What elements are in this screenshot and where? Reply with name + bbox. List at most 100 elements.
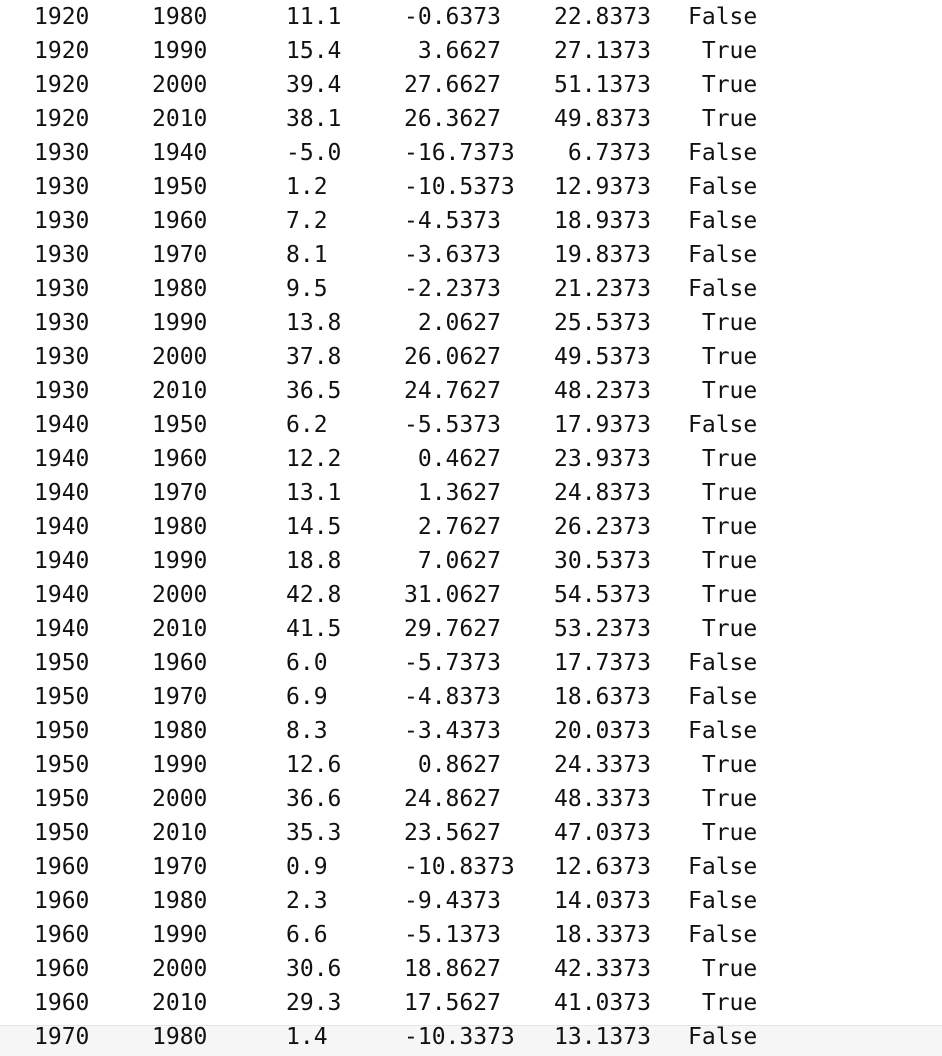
table-row: 1950 2010 35.3 23.5627 47.0373 True (0, 816, 942, 850)
table-cell: False (688, 4, 758, 30)
table-cell: False (688, 922, 758, 948)
table-cell: 25.5373 (554, 310, 651, 336)
table-cell: True (688, 616, 758, 642)
table-row: 1960 1970 0.9 -10.8373 12.6373 False (0, 850, 942, 884)
table-row: 1960 2000 30.6 18.8627 42.3373 True (0, 952, 942, 986)
table-cell: False (688, 684, 758, 710)
table-cell: 31.0627 (404, 582, 501, 608)
table-cell: -0.6373 (404, 4, 501, 30)
table-cell: True (688, 378, 758, 404)
table-cell: 1970 (152, 242, 208, 268)
table-cell: -5.1373 (404, 922, 501, 948)
table-cell: 1960 (34, 990, 90, 1016)
table-cell: 1940 (34, 616, 90, 642)
table-cell: 17.9373 (554, 412, 651, 438)
table-cell: 1980 (152, 514, 208, 540)
table-cell: 19.8373 (554, 242, 651, 268)
table-cell: 18.6373 (554, 684, 651, 710)
table-cell: 1990 (152, 922, 208, 948)
table-row: 1960 1990 6.6 -5.1373 18.3373 False (0, 918, 942, 952)
table-cell: 20.0373 (554, 718, 651, 744)
table-cell: -5.0 (286, 140, 342, 166)
table-cell: 2010 (152, 990, 208, 1016)
table-cell: 41.5 (286, 616, 342, 642)
table-cell: 2000 (152, 956, 208, 982)
table-cell: 1930 (34, 242, 90, 268)
table-cell: 12.9373 (554, 174, 651, 200)
table-cell: 1920 (34, 38, 90, 64)
table-cell: True (688, 446, 758, 472)
table-cell: 1960 (34, 888, 90, 914)
table-cell: 6.0 (286, 650, 328, 676)
table-cell: 1940 (34, 514, 90, 540)
table-cell: 49.5373 (554, 344, 651, 370)
table-cell: 1980 (152, 1024, 208, 1050)
table-cell: 2.0627 (404, 310, 501, 336)
table-cell: 1940 (34, 480, 90, 506)
table-row: 1950 1990 12.6 0.8627 24.3373 True (0, 748, 942, 782)
table-cell: -4.8373 (404, 684, 501, 710)
table-cell: True (688, 310, 758, 336)
table-cell: 9.5 (286, 276, 328, 302)
table-cell: 27.6627 (404, 72, 501, 98)
table-cell: False (688, 140, 758, 166)
table-cell: 27.1373 (554, 38, 651, 64)
table-cell: 26.3627 (404, 106, 501, 132)
table-cell: 1960 (152, 208, 208, 234)
table-cell: 6.9 (286, 684, 328, 710)
table-cell: -3.6373 (404, 242, 501, 268)
table-cell: -10.5373 (404, 174, 515, 200)
table-cell: 1990 (152, 310, 208, 336)
table-cell: 1980 (152, 276, 208, 302)
table-row: 1940 1990 18.8 7.0627 30.5373 True (0, 544, 942, 578)
table-cell: False (688, 718, 758, 744)
table-row: 1960 2010 29.3 17.5627 41.0373 True (0, 986, 942, 1020)
table-cell: 1950 (34, 820, 90, 846)
table-cell: 18.8 (286, 548, 342, 574)
table-cell: 1980 (152, 888, 208, 914)
table-cell: 37.8 (286, 344, 342, 370)
table-cell: 30.6 (286, 956, 342, 982)
table-cell: False (688, 208, 758, 234)
table-cell: 1990 (152, 38, 208, 64)
table-cell: False (688, 854, 758, 880)
table-cell: 2.7627 (404, 514, 501, 540)
table-cell: 1950 (152, 174, 208, 200)
table-cell: 1980 (152, 4, 208, 30)
table-cell: 1930 (34, 378, 90, 404)
table-cell: 1960 (34, 854, 90, 880)
table-cell: 42.8 (286, 582, 342, 608)
table-cell: 17.7373 (554, 650, 651, 676)
table-row: 1940 1980 14.5 2.7627 26.2373 True (0, 510, 942, 544)
table-cell: -3.4373 (404, 718, 501, 744)
table-cell: 47.0373 (554, 820, 651, 846)
table-cell: 18.9373 (554, 208, 651, 234)
table-cell: -5.5373 (404, 412, 501, 438)
table-cell: True (688, 38, 758, 64)
table-cell: True (688, 344, 758, 370)
table-cell: 2010 (152, 820, 208, 846)
table-row: 1940 1950 6.2 -5.5373 17.9373 False (0, 408, 942, 442)
table-cell: 2010 (152, 106, 208, 132)
table-cell: 14.5 (286, 514, 342, 540)
table-cell: 2010 (152, 616, 208, 642)
table-cell: 1960 (34, 956, 90, 982)
table-cell: False (688, 1024, 758, 1050)
table-cell: 18.8627 (404, 956, 501, 982)
table-row: 1930 1970 8.1 -3.6373 19.8373 False (0, 238, 942, 272)
table-cell: True (688, 786, 758, 812)
table-cell: 6.7373 (554, 140, 651, 166)
table-cell: 1970 (152, 480, 208, 506)
table-cell: 1950 (34, 752, 90, 778)
table-cell: 36.6 (286, 786, 342, 812)
table-cell: 2.3 (286, 888, 328, 914)
table-cell: 41.0373 (554, 990, 651, 1016)
table-cell: True (688, 548, 758, 574)
table-cell: 1940 (34, 446, 90, 472)
table-cell: 1930 (34, 174, 90, 200)
table-cell: 1930 (34, 208, 90, 234)
table-cell: 23.9373 (554, 446, 651, 472)
table-cell: 26.0627 (404, 344, 501, 370)
table-row: 1950 1960 6.0 -5.7373 17.7373 False (0, 646, 942, 680)
table-cell: 13.1 (286, 480, 342, 506)
